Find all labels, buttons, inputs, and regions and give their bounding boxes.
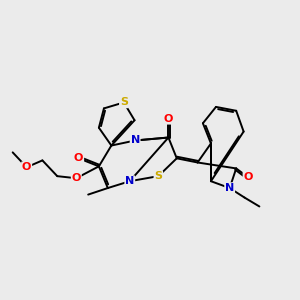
Text: O: O	[164, 114, 173, 124]
Text: N: N	[130, 136, 140, 146]
Text: N: N	[125, 176, 134, 186]
Text: O: O	[72, 173, 81, 183]
Text: O: O	[243, 172, 253, 182]
Text: S: S	[154, 171, 162, 181]
Text: S: S	[120, 98, 128, 107]
Text: O: O	[74, 153, 83, 163]
Text: O: O	[22, 162, 31, 172]
Text: N: N	[225, 183, 234, 193]
